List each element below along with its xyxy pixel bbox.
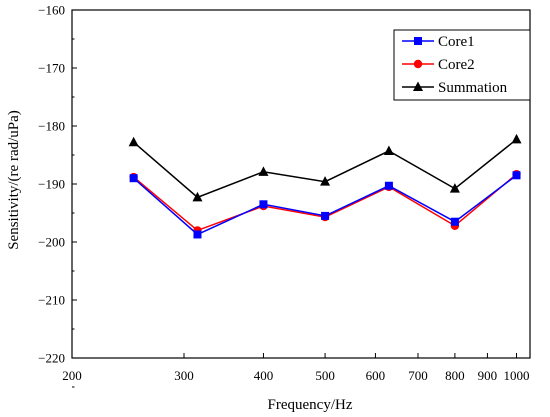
x-axis-label: Frequency/Hz — [268, 397, 353, 413]
y-axis-label: Sensitivity/(re rad/uPa) — [6, 110, 22, 250]
x-tick-label: 700 — [408, 368, 428, 383]
data-point — [511, 133, 522, 144]
legend-marker — [414, 37, 422, 45]
x-tick-label: 200 — [62, 368, 82, 383]
data-point — [129, 174, 138, 183]
series-line — [133, 138, 517, 199]
x-tick-label: 600 — [366, 368, 386, 383]
series — [128, 133, 522, 239]
data-point — [321, 211, 330, 220]
legend-marker — [413, 59, 423, 69]
x-tick-label: 300 — [174, 368, 194, 383]
data-point — [128, 136, 139, 147]
data-point — [449, 183, 460, 193]
x-tick-label: 800 — [445, 368, 465, 383]
data-point — [384, 181, 393, 190]
legend-marker — [413, 81, 423, 91]
x-tick-label: 500 — [315, 368, 335, 383]
x-tick-label: 1000 — [504, 368, 530, 383]
data-point — [450, 217, 459, 226]
y-tick-label: −180 — [38, 119, 65, 134]
legend: Core1 Core2 Summation — [393, 29, 531, 101]
data-point — [383, 145, 394, 155]
data-point — [258, 166, 269, 176]
y-tick-label: −220 — [38, 351, 65, 366]
data-point — [192, 191, 203, 202]
x-tick-label: 900 — [478, 368, 498, 383]
data-point — [512, 171, 521, 180]
series-summation — [128, 133, 522, 202]
ticks: −160 −170 −180 −190 −200 −210 −220 200 300 400 500… — [38, 3, 530, 388]
y-tick-label: −170 — [38, 61, 65, 76]
y-tick-label: −190 — [38, 177, 65, 192]
y-tick-label: −160 — [38, 3, 65, 18]
legend-label: Summation — [438, 80, 508, 96]
series-core1 — [129, 171, 521, 239]
data-point — [259, 200, 268, 209]
y-tick-label: −200 — [38, 235, 65, 250]
legend-label: Core1 — [438, 34, 475, 50]
data-point — [320, 176, 331, 186]
data-point — [193, 230, 202, 239]
y-tick-label: −210 — [38, 293, 65, 308]
x-tick-label: 400 — [254, 368, 274, 383]
legend-label: Core2 — [438, 57, 475, 73]
